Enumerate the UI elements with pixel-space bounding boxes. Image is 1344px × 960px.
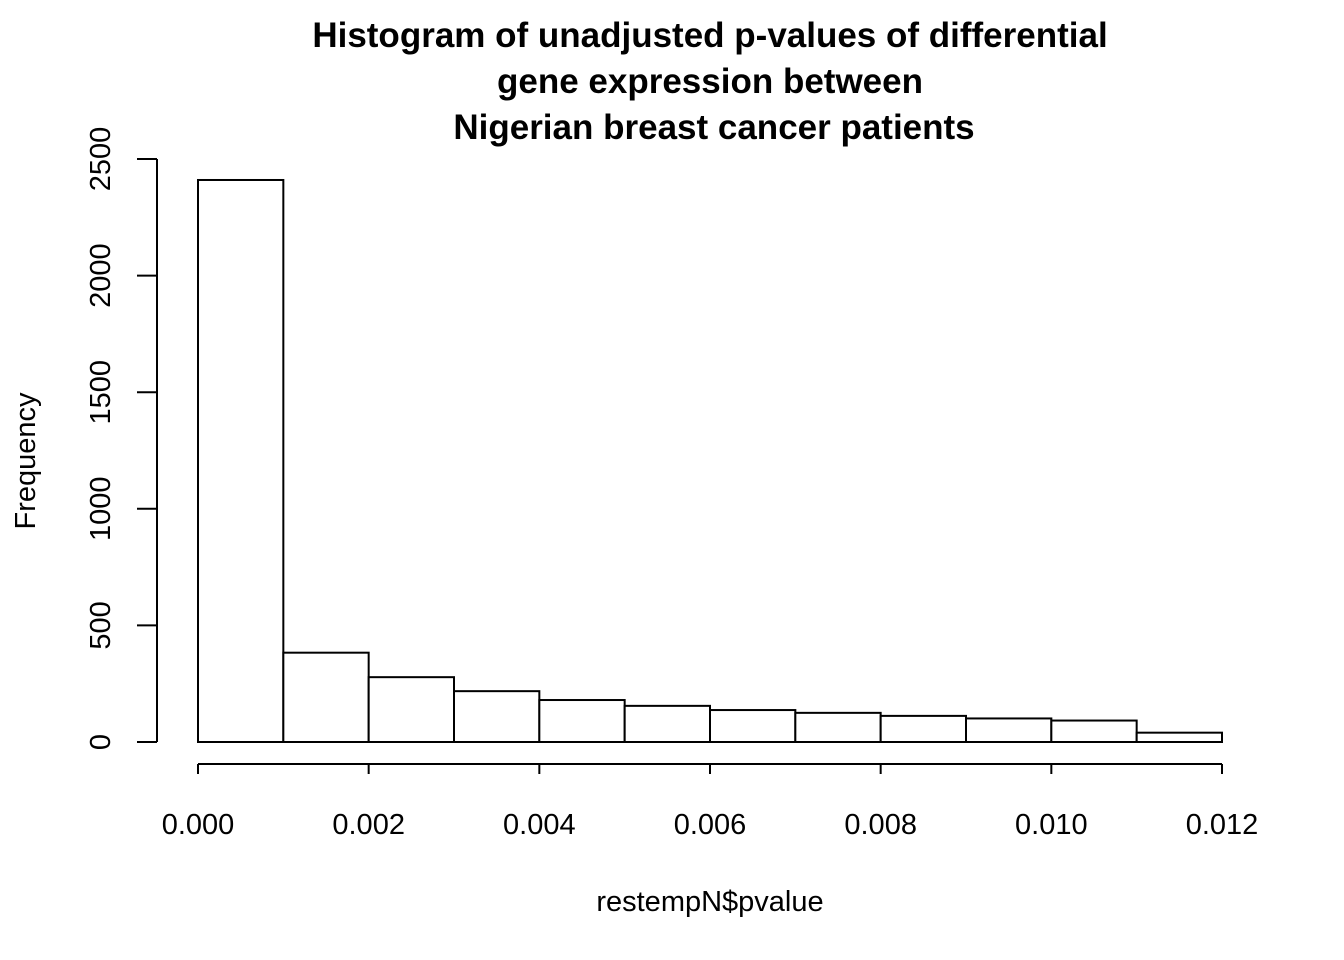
histogram-bar-3 bbox=[367, 676, 455, 744]
y-tick-label-6: 2500 bbox=[85, 127, 117, 192]
chart-title-line-1: Histogram of unadjusted p-values of diff… bbox=[312, 16, 1107, 55]
x-tick-label-1: 0.000 bbox=[162, 809, 235, 841]
x-tick-label-2: 0.002 bbox=[332, 809, 405, 841]
histogram-bar-6 bbox=[623, 704, 712, 744]
y-tick-label-3: 1000 bbox=[85, 477, 117, 542]
histogram-bar-7 bbox=[709, 709, 797, 743]
histogram-bar-8 bbox=[794, 711, 882, 743]
histogram-bars bbox=[197, 178, 1223, 744]
y-tick-label-5: 2000 bbox=[85, 243, 117, 308]
y-axis-label: Frequency bbox=[10, 392, 42, 530]
histogram-bar-4 bbox=[453, 690, 541, 744]
y-tick-label-4: 1500 bbox=[85, 360, 117, 425]
histogram-bar-12 bbox=[1135, 731, 1223, 743]
y-tick-label-2: 500 bbox=[85, 601, 117, 649]
histogram-bar-11 bbox=[1050, 719, 1138, 743]
x-tick-label-4: 0.006 bbox=[674, 809, 747, 841]
x-tick-label-5: 0.008 bbox=[844, 809, 917, 841]
chart-title-line-3: Nigerian breast cancer patients bbox=[453, 108, 974, 147]
chart-title-line-2: gene expression between bbox=[497, 62, 923, 101]
x-tick-label-7: 0.012 bbox=[1186, 809, 1259, 841]
x-axis-label: restempN$pvalue bbox=[596, 886, 823, 918]
histogram-bar-9 bbox=[879, 714, 968, 743]
y-axis: 0 500 1000 1500 2000 2500 bbox=[85, 127, 158, 750]
x-axis: 0.000 0.002 0.004 0.006 0.008 0.010 0.012 bbox=[162, 763, 1259, 841]
x-tick-label-3: 0.004 bbox=[503, 809, 576, 841]
chart-title: Histogram of unadjusted p-values of diff… bbox=[312, 16, 1107, 147]
x-tick-label-6: 0.010 bbox=[1015, 809, 1088, 841]
histogram-bar-5 bbox=[538, 699, 626, 743]
histogram-bar-2 bbox=[282, 651, 370, 743]
y-tick-label-1: 0 bbox=[85, 734, 117, 750]
histogram-bar-10 bbox=[965, 717, 1053, 743]
histogram-bar-1 bbox=[197, 178, 285, 744]
